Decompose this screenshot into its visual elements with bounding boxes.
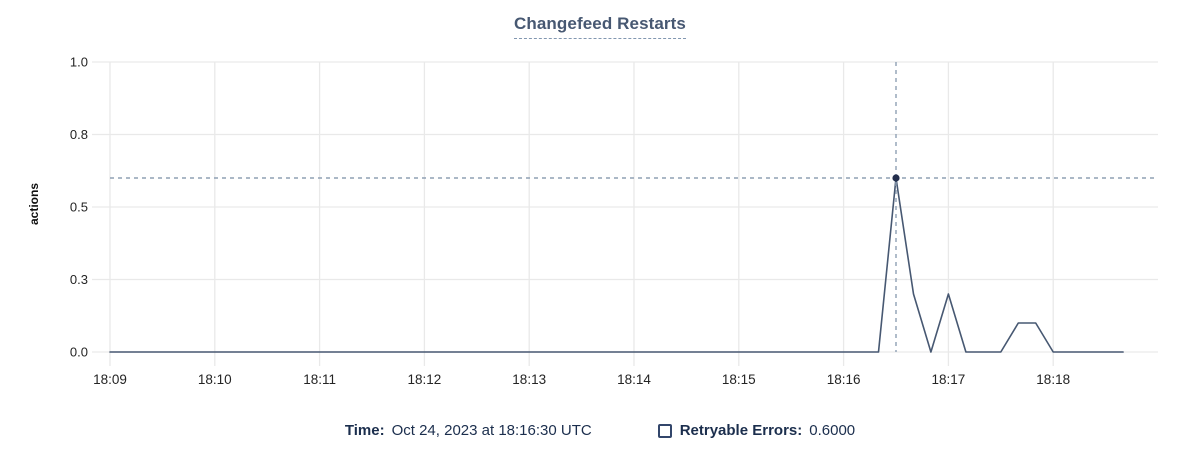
x-tick-label: 18:17 (932, 372, 966, 387)
x-tick-label: 18:13 (512, 372, 546, 387)
x-tick-label: 18:10 (198, 372, 232, 387)
x-tick-label: 18:18 (1036, 372, 1070, 387)
x-tick-label: 18:15 (722, 372, 756, 387)
x-tick-label: 18:11 (303, 372, 336, 387)
x-tick-label: 18:16 (827, 372, 861, 387)
retryable-errors-checkbox[interactable] (657, 423, 672, 438)
series-label: Retryable Errors: (679, 422, 803, 439)
line-chart-plot[interactable]: 0.0 0.3 0.5 0.8 1.0 18:09 18:10 18:11 18:12 18:13… (0, 0, 1200, 400)
x-tick-label: 18:09 (93, 372, 127, 387)
y-tick-label: 1.0 (70, 55, 88, 70)
y-tick-label: 0.5 (70, 200, 88, 215)
time-label: Time: (344, 422, 385, 439)
y-tick-label: 0.3 (70, 272, 88, 287)
series-value: 0.6000 (809, 422, 856, 439)
series-line (109, 177, 1124, 353)
chart-tooltip-legend: Time: Oct 24, 2023 at 18:16:30 UTC Retry… (0, 421, 1200, 440)
chart-title[interactable]: Changefeed Restarts (514, 14, 686, 39)
hovered-data-point (892, 174, 900, 182)
y-tick-label: 0.0 (70, 345, 88, 360)
x-tick-label: 18:14 (617, 372, 651, 387)
y-tick-label: 0.8 (70, 127, 88, 142)
time-value: Oct 24, 2023 at 18:16:30 UTC (391, 422, 592, 439)
chart-title-row: Changefeed Restarts (0, 14, 1200, 39)
x-tick-label: 18:12 (408, 372, 442, 387)
